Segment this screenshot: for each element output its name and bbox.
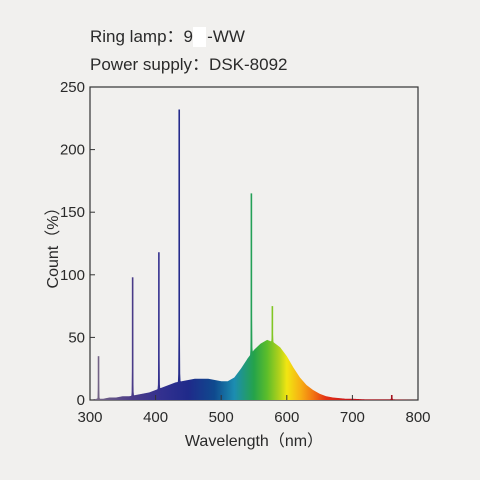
x-tick-label: 800 [405, 409, 430, 426]
spectrum-series [90, 109, 418, 400]
x-tick-label: 500 [209, 409, 234, 426]
y-tick-label: 50 [68, 329, 85, 346]
x-tick-label: 400 [143, 409, 168, 426]
title-redaction [193, 27, 206, 47]
x-tick-label: 300 [77, 409, 102, 426]
y-tick-label: 200 [60, 142, 85, 159]
y-axis-label: Count（%） [44, 200, 62, 289]
y-tick-label: 250 [60, 79, 85, 96]
spectrum-area [90, 109, 418, 400]
x-axis-label: Wavelength（nm） [185, 432, 323, 450]
y-tick-label: 150 [60, 204, 85, 221]
y-tick-label: 0 [77, 392, 85, 409]
chart-title-line-2: Power supply：DSK-8092 [90, 55, 287, 74]
x-tick-label: 700 [340, 409, 365, 426]
chart-title-line-1: Ring lamp：92 -WW [90, 27, 245, 46]
axis-ticks: 300 400 500 600 700 800 0 50 100 150 200 250 [60, 79, 431, 426]
x-tick-label: 600 [274, 409, 299, 426]
y-tick-label: 100 [60, 267, 85, 284]
